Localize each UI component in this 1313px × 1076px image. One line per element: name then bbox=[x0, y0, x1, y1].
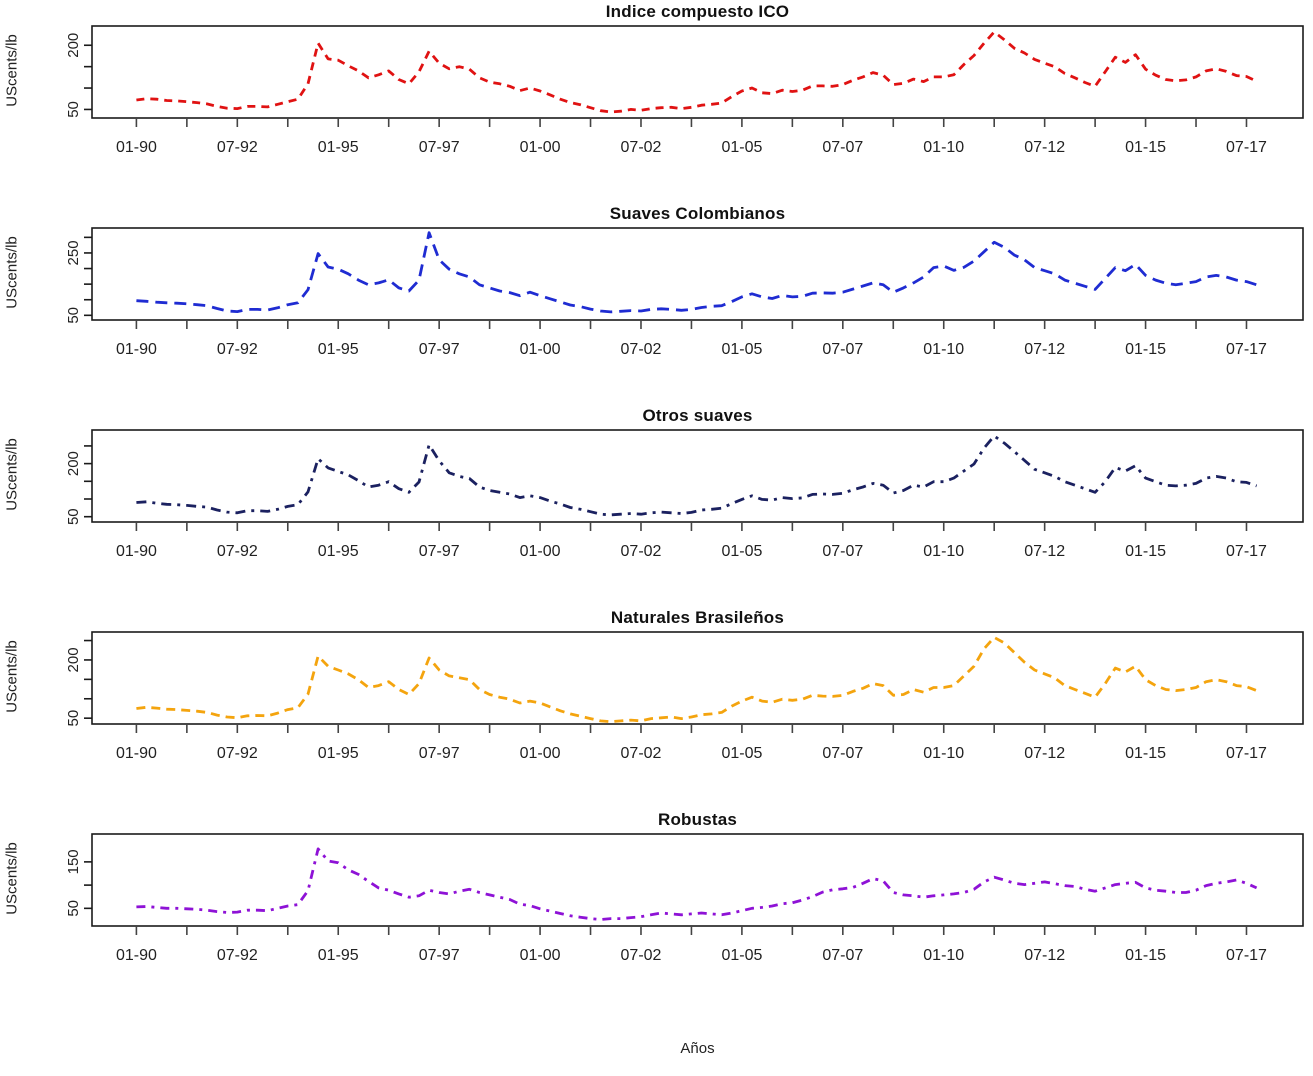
chart-canvas-indice-compuesto-ico: 50 200 01-90 07-92 01-95 07-97 01-00 07-02 01-05… bbox=[65, 25, 1304, 156]
y-tick-label: 150 bbox=[65, 849, 82, 874]
chart-canvas-naturales-brasilenos: 50 200 01-90 07-92 01-95 07-97 01-00 07-02 01-05… bbox=[65, 631, 1304, 762]
panel-suaves-colombianos: Suaves Colombianos UScents/lb 50 250 01-90… bbox=[0, 202, 1313, 404]
x-tick-label: 07-02 bbox=[621, 745, 662, 762]
x-tick-label: 01-15 bbox=[1125, 947, 1166, 964]
x-tick-label: 01-95 bbox=[318, 139, 359, 156]
y-tick-label: 50 bbox=[65, 710, 82, 727]
y-tick-label: 200 bbox=[65, 33, 82, 58]
plot-frame bbox=[91, 25, 1304, 119]
x-tick-label: 01-10 bbox=[923, 543, 964, 560]
panel-title-indice-compuesto-ico: Indice compuesto ICO bbox=[605, 2, 790, 21]
x-tick-label: 01-90 bbox=[116, 139, 157, 156]
x-tick-label: 07-07 bbox=[822, 341, 863, 358]
y-tick-label: 50 bbox=[65, 900, 82, 917]
x-tick-label: 01-90 bbox=[116, 543, 157, 560]
y-tick-label: 50 bbox=[65, 508, 82, 525]
x-tick-label: 01-15 bbox=[1125, 543, 1166, 560]
x-tick-label: 01-90 bbox=[116, 947, 157, 964]
x-tick-label: 01-90 bbox=[116, 341, 157, 358]
x-tick-label: 07-12 bbox=[1024, 139, 1065, 156]
x-tick-label: 01-10 bbox=[923, 139, 964, 156]
x-tick-label: 01-10 bbox=[923, 947, 964, 964]
x-tick-label: 07-02 bbox=[621, 341, 662, 358]
x-tick-label: 07-02 bbox=[621, 947, 662, 964]
x-tick-label: 07-97 bbox=[419, 139, 460, 156]
x-tick-label: 07-07 bbox=[822, 745, 863, 762]
chart-canvas-otros-suaves: 50 200 01-90 07-92 01-95 07-97 01-00 07-02 01-05… bbox=[65, 429, 1304, 560]
x-tick-label: 07-92 bbox=[217, 745, 258, 762]
plot-frame bbox=[91, 227, 1304, 321]
x-tick-label: 01-90 bbox=[116, 745, 157, 762]
series-line-3 bbox=[136, 636, 1258, 724]
panel-indice-compuesto-ico: Indice compuesto ICO UScents/lb 50 200 01-… bbox=[0, 0, 1313, 202]
x-tick-label: 07-92 bbox=[217, 139, 258, 156]
x-tick-label: 07-17 bbox=[1226, 341, 1267, 358]
x-tick-label: 01-00 bbox=[520, 745, 561, 762]
y-tick-label: 200 bbox=[65, 647, 82, 672]
panel-title-naturales-brasilenos: Naturales Brasileños bbox=[610, 608, 785, 627]
x-tick-label: 01-95 bbox=[318, 745, 359, 762]
x-tick-label: 01-10 bbox=[923, 341, 964, 358]
panel-title-robustas: Robustas bbox=[657, 810, 738, 829]
x-tick-label: 07-97 bbox=[419, 543, 460, 560]
plot-frame bbox=[91, 631, 1304, 725]
x-tick-label: 07-17 bbox=[1226, 745, 1267, 762]
x-tick-label: 01-00 bbox=[520, 947, 561, 964]
x-tick-label: 01-15 bbox=[1125, 341, 1166, 358]
chart-canvas-robustas: 50 150 01-90 07-92 01-95 07-97 01-00 07-02 01-05… bbox=[65, 833, 1304, 964]
plot-frame bbox=[91, 429, 1304, 523]
x-tick-label: 07-02 bbox=[621, 139, 662, 156]
x-tick-label: 07-97 bbox=[419, 341, 460, 358]
x-tick-label: 01-00 bbox=[520, 543, 561, 560]
panel-naturales-brasilenos: Naturales Brasileños UScents/lb 50 200 01-… bbox=[0, 606, 1313, 808]
x-tick-label: 07-92 bbox=[217, 947, 258, 964]
x-tick-label: 07-12 bbox=[1024, 543, 1065, 560]
x-tick-label: 07-17 bbox=[1226, 543, 1267, 560]
x-axis-title: Años bbox=[680, 1040, 715, 1057]
x-tick-label: 07-17 bbox=[1226, 139, 1267, 156]
x-tick-label: 07-92 bbox=[217, 543, 258, 560]
panel-title-suaves-colombianos: Suaves Colombianos bbox=[609, 204, 786, 223]
series-line-4 bbox=[136, 847, 1258, 921]
x-tick-label: 07-07 bbox=[822, 947, 863, 964]
chart-canvas-suaves-colombianos: 50 250 01-90 07-92 01-95 07-97 01-00 07-02 01-05… bbox=[65, 227, 1304, 358]
x-tick-label: 01-95 bbox=[318, 543, 359, 560]
x-tick-label: 01-05 bbox=[721, 745, 762, 762]
x-tick-label: 07-07 bbox=[822, 139, 863, 156]
y-tick-label: 250 bbox=[65, 240, 82, 265]
x-tick-label: 07-12 bbox=[1024, 947, 1065, 964]
x-tick-label: 01-05 bbox=[721, 341, 762, 358]
x-tick-label: 01-95 bbox=[318, 341, 359, 358]
x-tick-label: 01-15 bbox=[1125, 745, 1166, 762]
y-tick-label: 200 bbox=[65, 451, 82, 476]
series-line-1 bbox=[136, 231, 1258, 314]
x-tick-label: 07-92 bbox=[217, 341, 258, 358]
panel-title-otros-suaves: Otros suaves bbox=[642, 406, 753, 425]
panel-robustas: Robustas UScents/lb 50 150 01-90 07-92 01-95… bbox=[0, 808, 1313, 1010]
x-tick-label: 01-00 bbox=[520, 139, 561, 156]
x-tick-label: 01-15 bbox=[1125, 139, 1166, 156]
x-tick-label: 01-10 bbox=[923, 745, 964, 762]
x-tick-label: 07-17 bbox=[1226, 947, 1267, 964]
y-tick-label: 50 bbox=[65, 101, 82, 118]
x-tick-label: 07-12 bbox=[1024, 341, 1065, 358]
x-tick-label: 07-02 bbox=[621, 543, 662, 560]
x-tick-label: 01-05 bbox=[721, 947, 762, 964]
x-tick-label: 07-12 bbox=[1024, 745, 1065, 762]
x-tick-label: 01-00 bbox=[520, 341, 561, 358]
x-tick-label: 01-05 bbox=[721, 543, 762, 560]
plot-frame bbox=[91, 833, 1304, 927]
x-tick-label: 07-97 bbox=[419, 745, 460, 762]
x-tick-label: 01-95 bbox=[318, 947, 359, 964]
series-line-2 bbox=[136, 434, 1258, 517]
x-tick-label: 01-05 bbox=[721, 139, 762, 156]
y-tick-label: 50 bbox=[65, 307, 82, 324]
series-line-0 bbox=[136, 30, 1258, 114]
panel-otros-suaves: Otros suaves UScents/lb 50 200 01-90 07-92 0… bbox=[0, 404, 1313, 606]
x-tick-label: 07-07 bbox=[822, 543, 863, 560]
x-tick-label: 07-97 bbox=[419, 947, 460, 964]
